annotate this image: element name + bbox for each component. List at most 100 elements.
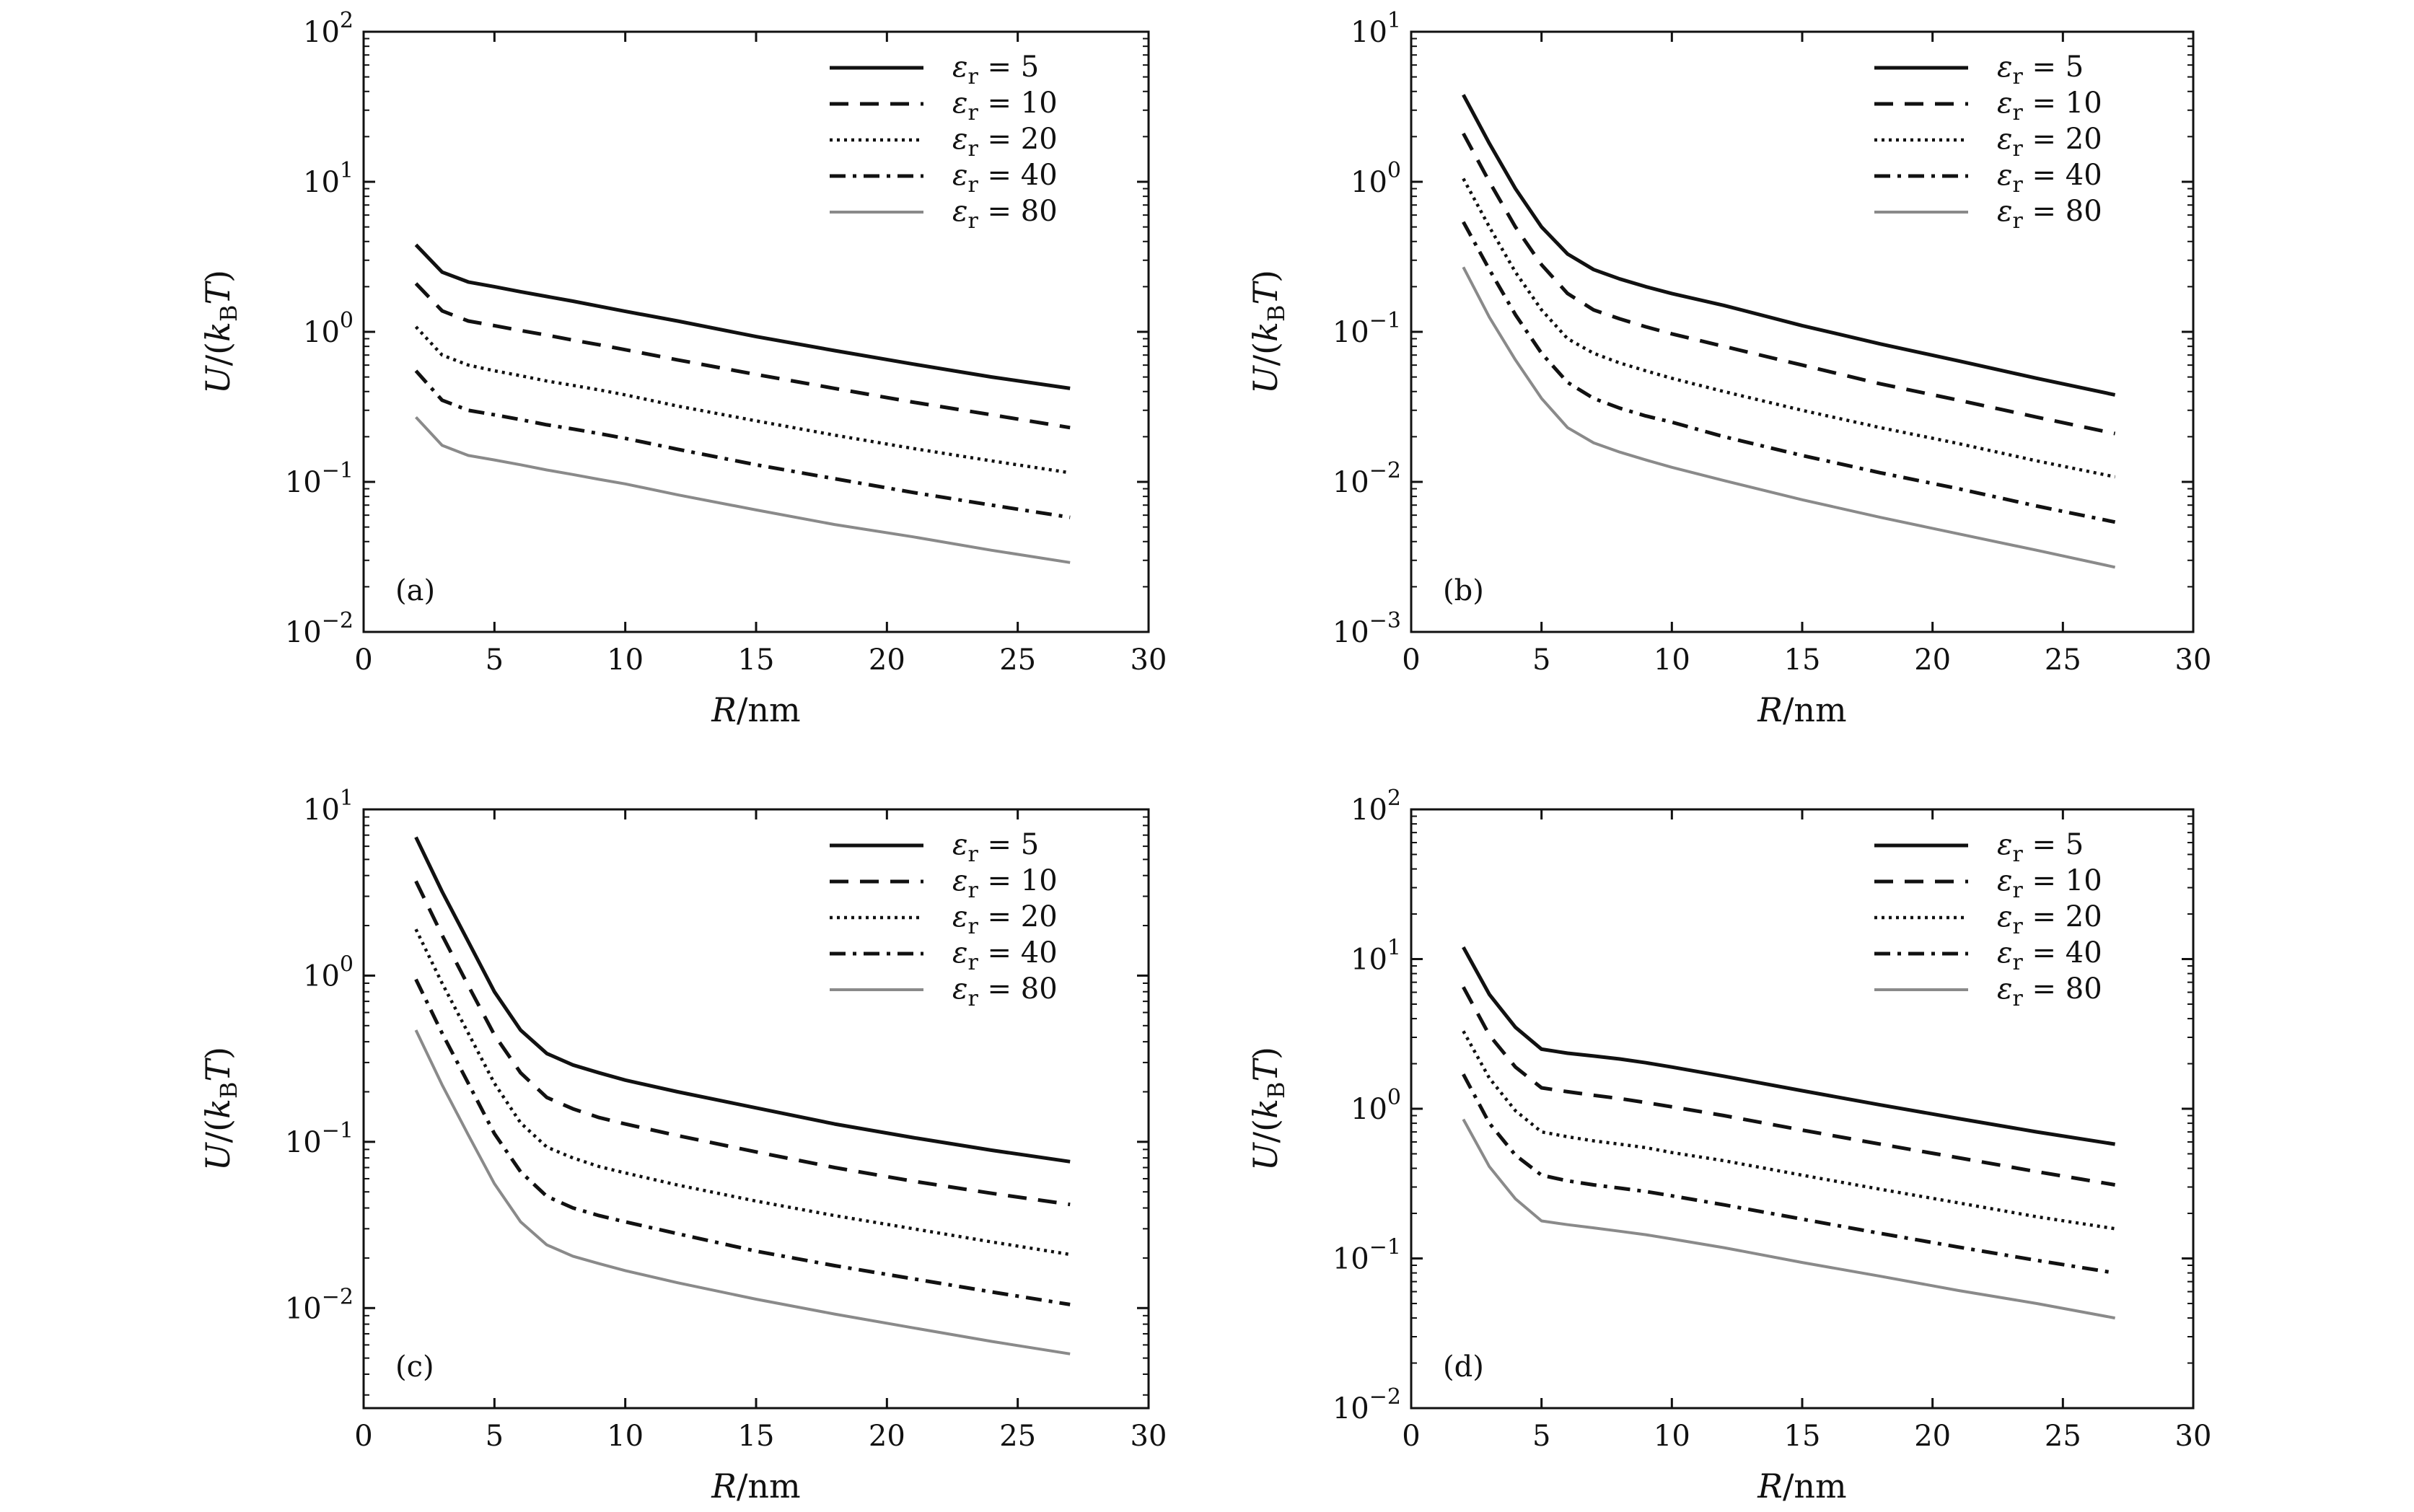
chart-panel-d: 0 5 10 15 20 25 30 10−2 10−1 100 101 102 R/nm U/(kBT)… <box>1246 786 2211 1506</box>
y-tick-label: 100 <box>1351 1085 1401 1126</box>
x-axis-label: R/nm <box>711 690 800 729</box>
x-axis-label: R/nm <box>711 1467 800 1506</box>
series-line-2 <box>414 282 1071 430</box>
y-tick-label: 10−2 <box>1333 1384 1401 1425</box>
x-tick-label: 25 <box>999 643 1036 677</box>
plot-frame <box>1410 808 2195 1410</box>
series-line-1 <box>414 836 1071 1164</box>
y-tick-label: 100 <box>1351 158 1401 199</box>
series-line-1 <box>1462 946 2115 1146</box>
x-tick-label: 30 <box>1131 643 1167 677</box>
series-line-1 <box>1462 94 2116 397</box>
y-tick-label: 10−1 <box>285 458 354 499</box>
legend-entry-4: εr = 40 <box>1997 159 2102 198</box>
series-line-4 <box>1462 1073 2115 1275</box>
legend-entry-2: εr = 10 <box>1997 87 2102 126</box>
y-tick-label: 101 <box>303 158 354 199</box>
y-tick-label: 101 <box>1351 8 1401 49</box>
legend-entry-1: εr = 5 <box>952 50 1039 89</box>
legend-entry-5: εr = 80 <box>952 195 1058 234</box>
x-tick-label: 5 <box>1532 1420 1550 1453</box>
series-line-2 <box>414 880 1071 1207</box>
y-tick-label: 10−2 <box>1333 458 1401 499</box>
series-line-2 <box>1462 132 2116 436</box>
legend-entry-3: εr = 20 <box>952 123 1058 162</box>
x-tick-label: 10 <box>1654 1420 1690 1453</box>
panel-label: (a) <box>395 574 435 607</box>
series-line-4 <box>1462 221 2116 524</box>
series-line-3 <box>414 325 1071 475</box>
x-tick-label: 20 <box>869 1420 905 1453</box>
x-axis-label: R/nm <box>1757 1467 1846 1506</box>
legend-entry-2: εr = 10 <box>952 864 1058 903</box>
y-tick-label: 102 <box>1351 786 1401 827</box>
panel-label: (b) <box>1443 574 1484 607</box>
x-tick-label: 0 <box>1402 643 1420 677</box>
y-tick-label: 10−1 <box>285 1118 354 1159</box>
x-tick-label: 0 <box>1402 1420 1420 1453</box>
y-tick-label: 10−1 <box>1333 308 1401 349</box>
series-line-4 <box>414 978 1071 1306</box>
series-line-5 <box>1462 266 2116 569</box>
legend-entry-3: εr = 20 <box>1997 123 2102 162</box>
x-tick-label: 15 <box>1784 1420 1821 1453</box>
legend-entry-5: εr = 80 <box>1997 972 2102 1011</box>
legend-entry-4: εr = 40 <box>1997 936 2102 975</box>
x-tick-label: 5 <box>1532 643 1550 677</box>
x-tick-label: 20 <box>1914 1420 1951 1453</box>
x-tick-label: 30 <box>2175 1420 2212 1453</box>
series-line-5 <box>1462 1118 2115 1320</box>
series-line-5 <box>415 416 1071 564</box>
y-axis-label: U/(kBT) <box>1246 270 1290 394</box>
y-tick-label: 10−1 <box>1333 1235 1401 1276</box>
x-tick-label: 10 <box>607 1420 644 1453</box>
y-tick-label: 102 <box>303 8 354 49</box>
x-tick-label: 30 <box>1131 1420 1167 1453</box>
chart-panel-c: 0 5 10 15 20 25 30 10−2 10−1 100 101 R/nm U/(kBT) εr … <box>198 786 1167 1506</box>
y-axis-label: U/(kBT) <box>1246 1047 1290 1171</box>
series-line-3 <box>1462 177 2116 479</box>
y-tick-label: 100 <box>303 308 354 349</box>
x-tick-label: 0 <box>354 1420 372 1453</box>
y-axis-label: U/(kBT) <box>198 270 242 394</box>
x-tick-label: 25 <box>2045 1420 2081 1453</box>
series-line-3 <box>414 928 1071 1257</box>
series-line-1 <box>414 243 1071 390</box>
legend-entry-3: εr = 20 <box>952 900 1058 939</box>
legend-entry-2: εr = 10 <box>952 87 1058 126</box>
x-tick-label: 20 <box>869 643 905 677</box>
y-tick-label: 101 <box>1351 936 1401 977</box>
x-tick-label: 30 <box>2175 643 2212 677</box>
legend-entry-1: εr = 5 <box>1997 828 2084 867</box>
panel-label: (c) <box>395 1350 434 1384</box>
x-tick-label: 10 <box>607 643 644 677</box>
chart-panel-a: 0 5 10 15 20 25 30 10−2 10−1 100 101 102 R/nm U/(kBT)… <box>198 8 1167 729</box>
y-axis-label: U/(kBT) <box>198 1047 242 1171</box>
y-tick-label: 10−2 <box>285 608 354 649</box>
panel-label: (d) <box>1443 1350 1484 1384</box>
x-tick-label: 10 <box>1654 643 1690 677</box>
x-tick-label: 5 <box>486 1420 504 1453</box>
x-tick-label: 25 <box>999 1420 1036 1453</box>
chart-panel-b: 0 5 10 15 20 25 30 10−3 10−2 10−1 100 101 R/nm U/(kBT… <box>1246 8 2211 729</box>
series-line-5 <box>414 1029 1071 1355</box>
legend-entry-4: εr = 40 <box>952 936 1058 975</box>
y-tick-label: 100 <box>303 951 354 993</box>
series-line-4 <box>414 369 1071 519</box>
x-tick-label: 25 <box>2045 643 2081 677</box>
y-tick-label: 101 <box>303 786 354 827</box>
x-tick-label: 15 <box>1784 643 1821 677</box>
x-axis-label: R/nm <box>1757 690 1846 729</box>
legend-entry-4: εr = 40 <box>952 159 1058 198</box>
legend-entry-1: εr = 5 <box>1997 50 2084 89</box>
legend-entry-5: εr = 80 <box>1997 195 2102 234</box>
legend-entry-1: εr = 5 <box>952 828 1039 867</box>
plot-frame <box>362 30 1150 633</box>
series-line-2 <box>1462 986 2116 1187</box>
x-tick-label: 5 <box>486 643 504 677</box>
legend-entry-3: εr = 20 <box>1997 900 2102 939</box>
y-tick-label: 10−2 <box>285 1284 354 1325</box>
x-tick-label: 15 <box>738 1420 775 1453</box>
legend-entry-2: εr = 10 <box>1997 864 2102 903</box>
